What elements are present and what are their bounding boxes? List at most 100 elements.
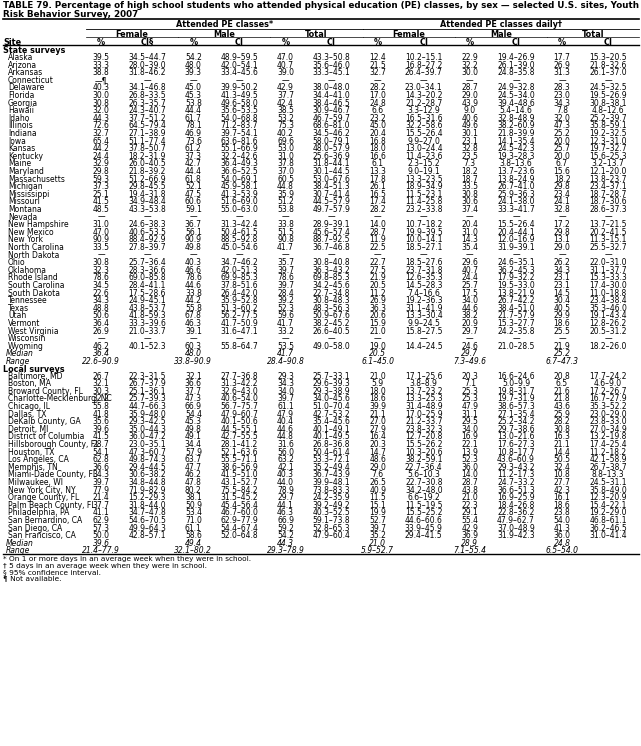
Text: 39.0: 39.0 bbox=[277, 68, 294, 77]
Text: Iowa: Iowa bbox=[8, 137, 26, 145]
Text: Boston, MA: Boston, MA bbox=[8, 379, 51, 388]
Text: —: — bbox=[558, 76, 566, 85]
Text: Kentucky: Kentucky bbox=[8, 151, 43, 161]
Text: 51.5: 51.5 bbox=[277, 228, 294, 236]
Text: 27.7: 27.7 bbox=[554, 478, 570, 487]
Text: 24.9–32.8: 24.9–32.8 bbox=[497, 84, 535, 93]
Text: Miami-Dade County, FL: Miami-Dade County, FL bbox=[8, 471, 97, 480]
Text: 28.4: 28.4 bbox=[277, 289, 294, 298]
Text: 18.7: 18.7 bbox=[462, 175, 478, 184]
Text: 21.4: 21.4 bbox=[93, 493, 110, 502]
Text: —: — bbox=[282, 213, 289, 222]
Text: 45.6–57.4: 45.6–57.4 bbox=[313, 228, 351, 236]
Text: 63.6–81.6: 63.6–81.6 bbox=[221, 137, 258, 145]
Text: 39.3: 39.3 bbox=[185, 68, 202, 77]
Text: 62.9–77.9: 62.9–77.9 bbox=[221, 516, 258, 525]
Text: 14.1–35.4: 14.1–35.4 bbox=[497, 137, 535, 145]
Text: 40.1–49.1: 40.1–49.1 bbox=[313, 424, 351, 434]
Text: Attended PE classes daily†: Attended PE classes daily† bbox=[440, 20, 562, 29]
Text: 41.5–51.0: 41.5–51.0 bbox=[221, 471, 258, 480]
Text: 41.8–59.3: 41.8–59.3 bbox=[128, 311, 166, 320]
Text: 42.4: 42.4 bbox=[277, 98, 294, 107]
Text: 44.6: 44.6 bbox=[462, 304, 478, 313]
Text: 36.4: 36.4 bbox=[93, 349, 110, 358]
Text: 11.2–17.3: 11.2–17.3 bbox=[497, 471, 535, 480]
Text: 48.6: 48.6 bbox=[369, 455, 386, 464]
Text: 36.0–47.2: 36.0–47.2 bbox=[128, 433, 166, 442]
Text: 13.7–21.5: 13.7–21.5 bbox=[589, 220, 627, 229]
Text: 34.3: 34.3 bbox=[554, 266, 570, 275]
Text: 39.5: 39.5 bbox=[93, 53, 110, 62]
Text: 15.8–27.5: 15.8–27.5 bbox=[405, 327, 442, 336]
Text: 30.7–41.4: 30.7–41.4 bbox=[313, 189, 351, 198]
Text: 15.3–20.5: 15.3–20.5 bbox=[589, 53, 627, 62]
Text: 12.6–35.3: 12.6–35.3 bbox=[405, 273, 442, 283]
Text: Orange County, FL: Orange County, FL bbox=[8, 493, 79, 502]
Text: 69.9–85.3: 69.9–85.3 bbox=[221, 273, 258, 283]
Text: 6.7–47.3: 6.7–47.3 bbox=[545, 357, 579, 366]
Text: 62.8: 62.8 bbox=[93, 455, 110, 464]
Text: 62.9: 62.9 bbox=[93, 516, 110, 525]
Text: Michigan: Michigan bbox=[8, 182, 42, 191]
Text: 7.1–55.4: 7.1–55.4 bbox=[453, 546, 487, 556]
Text: 47.3: 47.3 bbox=[554, 122, 570, 131]
Text: 34.5: 34.5 bbox=[93, 281, 110, 290]
Text: 30.3: 30.3 bbox=[93, 386, 110, 396]
Text: 19.4–31.8: 19.4–31.8 bbox=[129, 189, 166, 198]
Text: 48.0: 48.0 bbox=[185, 60, 202, 69]
Text: Houston, TX: Houston, TX bbox=[8, 448, 54, 457]
Text: 18.4–26.8: 18.4–26.8 bbox=[497, 501, 535, 510]
Text: 52.7: 52.7 bbox=[369, 516, 386, 525]
Text: 27.5: 27.5 bbox=[369, 266, 386, 275]
Text: 90.9: 90.9 bbox=[185, 236, 202, 245]
Text: State surveys: State surveys bbox=[3, 46, 65, 55]
Text: 16.5: 16.5 bbox=[369, 189, 386, 198]
Text: 24.4: 24.4 bbox=[462, 273, 478, 283]
Text: DeKalb County, GA: DeKalb County, GA bbox=[8, 417, 81, 426]
Text: 15.5–26.4: 15.5–26.4 bbox=[497, 220, 535, 229]
Text: 44.0: 44.0 bbox=[277, 478, 294, 487]
Text: 10.8–17.7: 10.8–17.7 bbox=[497, 448, 535, 457]
Text: 71.2–83.7: 71.2–83.7 bbox=[221, 122, 258, 131]
Text: 41.1: 41.1 bbox=[93, 509, 110, 518]
Text: 16.5–31.6: 16.5–31.6 bbox=[405, 114, 442, 123]
Text: South Carolina: South Carolina bbox=[8, 281, 65, 290]
Text: 46.2: 46.2 bbox=[93, 342, 110, 351]
Text: 24.5–42.3: 24.5–42.3 bbox=[497, 144, 535, 153]
Text: 55.4: 55.4 bbox=[462, 516, 478, 525]
Text: 10.0–14.1: 10.0–14.1 bbox=[405, 236, 442, 245]
Text: 24.5–31.1: 24.5–31.1 bbox=[589, 478, 627, 487]
Text: 31.0–41.4: 31.0–41.4 bbox=[589, 531, 627, 540]
Text: 28.2: 28.2 bbox=[554, 417, 570, 426]
Text: 43.9: 43.9 bbox=[462, 98, 478, 107]
Text: 29.3–38.9: 29.3–38.9 bbox=[313, 386, 351, 396]
Text: 30.8–38.1: 30.8–38.1 bbox=[589, 98, 627, 107]
Text: 23.0–29.0: 23.0–29.0 bbox=[589, 410, 627, 419]
Text: 29.4–44.5: 29.4–44.5 bbox=[128, 463, 166, 471]
Text: 32.4: 32.4 bbox=[554, 463, 570, 471]
Text: 30.8: 30.8 bbox=[93, 98, 110, 107]
Text: 38.4–46.5: 38.4–46.5 bbox=[313, 98, 351, 107]
Text: 46.7–59.7: 46.7–59.7 bbox=[313, 114, 351, 123]
Text: 35.4: 35.4 bbox=[462, 243, 478, 252]
Text: 22.8–36.2: 22.8–36.2 bbox=[497, 509, 535, 518]
Text: 13.0–24.4: 13.0–24.4 bbox=[405, 144, 442, 153]
Text: 10.7–18.2: 10.7–18.2 bbox=[405, 220, 442, 229]
Text: 30.8: 30.8 bbox=[462, 189, 478, 198]
Text: 30.1: 30.1 bbox=[462, 129, 478, 138]
Text: 59.6: 59.6 bbox=[277, 311, 294, 320]
Text: 14.7: 14.7 bbox=[369, 448, 386, 457]
Text: Ohio: Ohio bbox=[8, 258, 26, 267]
Text: 24.9–45.1: 24.9–45.1 bbox=[128, 296, 166, 305]
Text: 17.4–25.4: 17.4–25.4 bbox=[589, 440, 627, 449]
Text: 27.8–39.7: 27.8–39.7 bbox=[128, 243, 166, 252]
Text: 21.0: 21.0 bbox=[462, 493, 478, 502]
Text: 25.2–39.7: 25.2–39.7 bbox=[589, 114, 627, 123]
Text: 37.0: 37.0 bbox=[277, 167, 294, 176]
Text: 17.6–27.3: 17.6–27.3 bbox=[497, 440, 535, 449]
Text: 26.9: 26.9 bbox=[554, 60, 570, 69]
Text: North Carolina: North Carolina bbox=[8, 243, 64, 252]
Text: 21.8–39.2: 21.8–39.2 bbox=[129, 167, 166, 176]
Text: —: — bbox=[282, 76, 289, 85]
Text: —: — bbox=[374, 334, 381, 343]
